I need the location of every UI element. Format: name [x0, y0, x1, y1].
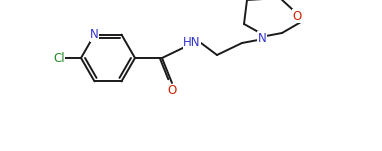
Text: N: N	[90, 28, 99, 41]
Text: HN: HN	[183, 37, 201, 50]
Text: N: N	[257, 32, 266, 45]
Text: O: O	[167, 85, 176, 98]
Text: Cl: Cl	[53, 51, 65, 64]
Text: O: O	[292, 10, 302, 22]
